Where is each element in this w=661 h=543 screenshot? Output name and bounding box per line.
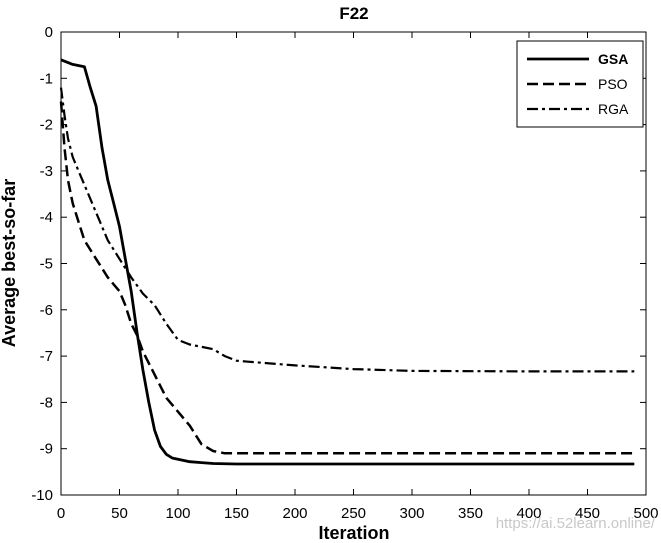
y-tick-label: -6: [40, 302, 53, 319]
y-tick-label: -3: [40, 163, 53, 180]
series-line-rga: [59, 87, 635, 373]
y-tick-label: -7: [40, 348, 53, 365]
chart-title: F22: [339, 4, 368, 23]
x-tick-label: 100: [165, 505, 190, 522]
x-tick-label: 350: [458, 505, 483, 522]
x-tick-label: 400: [516, 505, 541, 522]
y-tick-label: -4: [40, 209, 53, 226]
x-tick-label: 150: [224, 505, 249, 522]
plot-area: 0 50 100 150 200 250 300 350 400 450 500 0 -1 -2 -3 -4 -…: [31, 24, 658, 522]
x-tick-label: 500: [633, 505, 658, 522]
y-tick-label: -1: [40, 70, 53, 87]
watermark-text: https://ai.52learn.online/: [496, 515, 656, 532]
y-tick-label: -2: [40, 117, 53, 134]
y-tick-label: 0: [45, 24, 53, 41]
x-tick-label: 450: [575, 505, 600, 522]
y-tick-label: -8: [40, 394, 53, 411]
y-tick-label: -10: [31, 487, 53, 504]
x-axis-label: Iteration: [318, 523, 389, 543]
series-line-pso: [59, 101, 635, 455]
series-line-gsa: [60, 58, 635, 466]
y-tick-label: -5: [40, 256, 53, 273]
x-tick-label: 50: [111, 505, 128, 522]
x-tick-label: 200: [282, 505, 307, 522]
x-tick-label: 0: [57, 505, 65, 522]
legend-label-pso: PSO: [598, 76, 628, 92]
x-tick-label: 300: [399, 505, 424, 522]
y-tick-label: -9: [40, 441, 53, 458]
y-axis-label: Average best-so-far: [0, 179, 19, 347]
legend-label-rga: RGA: [598, 101, 629, 117]
legend-label-gsa: GSA: [598, 51, 628, 67]
x-tick-label: 250: [341, 505, 366, 522]
